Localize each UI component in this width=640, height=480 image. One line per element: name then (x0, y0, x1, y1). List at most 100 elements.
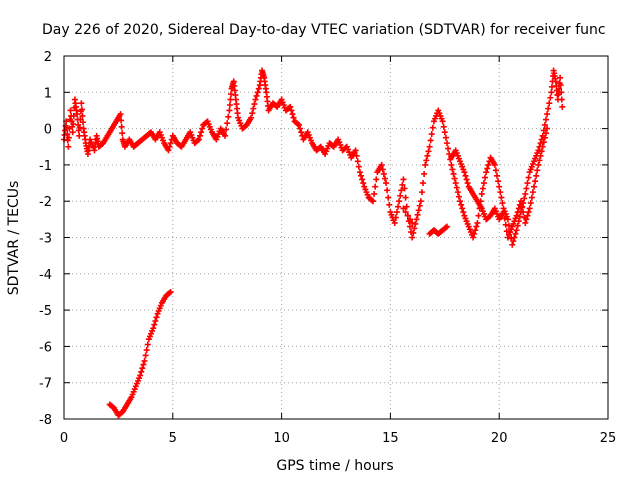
data-point-main (503, 228, 510, 235)
data-point-main (396, 198, 403, 205)
data-point-main (544, 111, 551, 118)
data-point-main (426, 143, 433, 150)
data-point-main (74, 111, 81, 118)
data-point-main (392, 214, 399, 221)
y-tick-label: 2 (44, 50, 52, 65)
data-point-main (440, 123, 447, 130)
data-point-main (501, 215, 508, 222)
data-point-main (401, 185, 408, 192)
data-point-main (525, 174, 532, 181)
data-point-main (409, 234, 416, 241)
data-point-main (412, 220, 419, 227)
data-point-main (198, 129, 205, 136)
data-point-main (397, 192, 404, 199)
data-point-main (443, 223, 450, 230)
data-point-main (411, 225, 418, 232)
x-tick-label: 15 (382, 431, 399, 446)
data-point-main (461, 169, 468, 176)
data-point-low (139, 365, 146, 372)
data-point-main (522, 190, 529, 197)
data-point-main (386, 201, 393, 208)
data-point-main (379, 166, 386, 173)
data-point-main (540, 139, 547, 146)
data-point-main (505, 222, 512, 229)
data-point-main (378, 161, 385, 168)
data-point-low (137, 372, 144, 379)
data-point-main (542, 130, 549, 137)
data-point-main (559, 103, 566, 110)
data-point-main (464, 180, 471, 187)
y-tick-label: 0 (44, 123, 52, 138)
data-point-main (462, 172, 469, 179)
data-point-main (527, 200, 534, 207)
data-point-main (450, 170, 457, 177)
data-point-main (531, 183, 538, 190)
data-point-main (536, 157, 543, 164)
data-point-main (195, 136, 202, 143)
data-point-main (166, 143, 173, 150)
data-point-main (252, 96, 259, 103)
data-point-main (460, 209, 467, 216)
data-point-main (517, 198, 524, 205)
data-point-main (403, 203, 410, 210)
data-point-main (458, 201, 465, 208)
data-point-main (532, 178, 539, 185)
data-point-main (290, 114, 297, 121)
data-point-main (473, 223, 480, 230)
data-point-main (448, 161, 455, 168)
data-point-main (510, 238, 517, 245)
data-point-main (298, 129, 305, 136)
data-point-main (548, 83, 555, 90)
data-point-main (500, 209, 507, 216)
data-point-main (400, 176, 407, 183)
data-point-main (422, 161, 429, 168)
data-point-main (226, 107, 233, 114)
data-point-main (546, 100, 553, 107)
data-point-main (372, 183, 379, 190)
data-point-main (459, 205, 466, 212)
data-point-main (69, 129, 76, 136)
data-point-main (538, 148, 545, 155)
data-point-low (150, 325, 157, 332)
data-point-main (479, 185, 486, 192)
data-point-main (544, 125, 551, 132)
data-point-main (498, 194, 505, 201)
data-point-main (496, 183, 503, 190)
data-point-main (417, 198, 424, 205)
data-point-main (354, 158, 361, 165)
data-point-main (534, 167, 541, 174)
data-point-main (513, 212, 520, 219)
data-point-main (359, 176, 366, 183)
data-point-main (537, 140, 544, 147)
data-point-main (225, 113, 232, 120)
data-point-main (499, 200, 506, 207)
data-point-main (355, 163, 362, 170)
y-tick-label: -6 (39, 340, 52, 355)
data-point-main (70, 121, 77, 128)
data-point-main (165, 147, 172, 154)
data-point-main (475, 212, 482, 219)
x-tick-label: 0 (60, 431, 68, 446)
data-point-main (541, 121, 548, 128)
data-point-main (537, 152, 544, 159)
y-tick-label: -5 (39, 304, 52, 319)
data-point-main (398, 187, 405, 194)
data-point-main (425, 148, 432, 155)
data-point-main (424, 152, 431, 159)
data-point-main (400, 205, 407, 212)
data-point-main (294, 121, 301, 128)
data-point-main (472, 227, 479, 234)
y-tick-label: -4 (39, 268, 52, 283)
data-point-main (373, 176, 380, 183)
data-point-low (141, 357, 148, 364)
data-point-main (535, 147, 542, 154)
data-point-main (226, 102, 233, 109)
data-point-main (402, 194, 409, 201)
data-point-main (406, 216, 413, 223)
data-point-main (443, 140, 450, 147)
data-point-main (381, 175, 388, 182)
data-point-main (80, 119, 87, 126)
data-point-main (428, 131, 435, 138)
data-point-main (423, 157, 430, 164)
